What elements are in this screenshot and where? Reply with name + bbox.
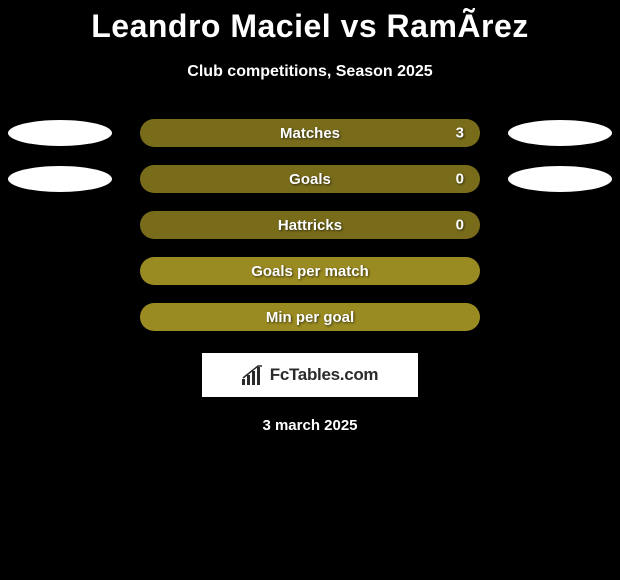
stat-value: 0 [456, 217, 464, 234]
comparison-card: Leandro Maciel vs RamÃ­rez Club competit… [0, 0, 620, 434]
stat-pill: Matches 3 [140, 119, 480, 147]
stat-pill: Hattricks 0 [140, 211, 480, 239]
branding-text: FcTables.com [270, 365, 379, 385]
player-left-oval [8, 120, 112, 146]
player-right-oval [508, 120, 612, 146]
stat-label: Matches [280, 125, 340, 142]
stat-value: 0 [456, 171, 464, 188]
stat-pill: Min per goal [140, 303, 480, 331]
page-title: Leandro Maciel vs RamÃ­rez [0, 8, 620, 45]
stat-row: Min per goal [0, 303, 620, 331]
stat-label: Goals [289, 171, 331, 188]
branding-badge: FcTables.com [202, 353, 418, 397]
footer-date: 3 march 2025 [0, 417, 620, 434]
stat-row: Goals per match [0, 257, 620, 285]
bar-chart-icon [242, 365, 264, 385]
stat-row: Matches 3 [0, 119, 620, 147]
stat-pill: Goals per match [140, 257, 480, 285]
stat-value: 3 [456, 125, 464, 142]
stat-row: Goals 0 [0, 165, 620, 193]
player-left-oval [8, 166, 112, 192]
stat-row: Hattricks 0 [0, 211, 620, 239]
stat-label: Min per goal [266, 309, 354, 326]
stat-label: Goals per match [251, 263, 369, 280]
player-right-oval [508, 166, 612, 192]
subtitle: Club competitions, Season 2025 [0, 63, 620, 81]
stats-list: Matches 3 Goals 0 Hattricks 0 Goals per match M… [0, 119, 620, 331]
stat-label: Hattricks [278, 217, 342, 234]
stat-pill: Goals 0 [140, 165, 480, 193]
